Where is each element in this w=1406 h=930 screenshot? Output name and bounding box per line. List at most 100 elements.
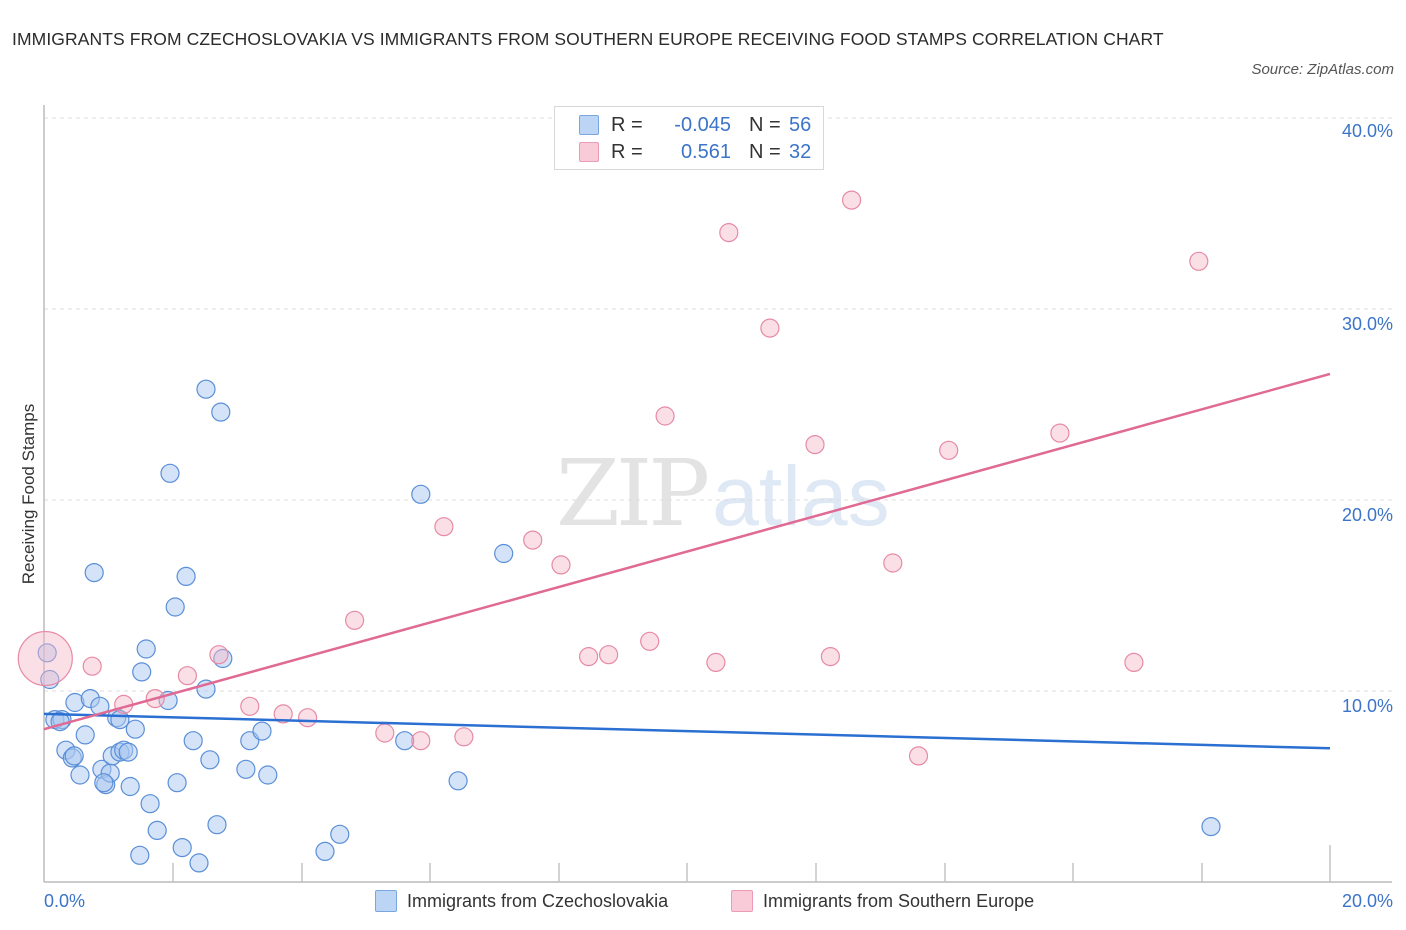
data-point (345, 610, 365, 630)
data-point (165, 597, 185, 617)
data-point (434, 517, 454, 537)
data-point (908, 746, 929, 766)
data-point (82, 656, 102, 676)
data-point (1124, 652, 1144, 673)
data-point (273, 704, 293, 724)
data-point (240, 696, 260, 716)
data-point (578, 646, 599, 667)
data-point (805, 435, 825, 455)
axes (43, 105, 1392, 883)
data-point (160, 463, 180, 483)
bottom-legend-czechoslovakia[interactable]: Immigrants from Czechoslovakia (375, 890, 668, 912)
r-value: -0.045 (674, 113, 731, 136)
data-point (200, 750, 220, 770)
data-point (17, 630, 73, 687)
y-tick-40: 40.0% (1341, 121, 1393, 141)
czechoslovakia-trend-line (43, 712, 1331, 750)
data-point (939, 440, 959, 460)
data-point (706, 652, 726, 673)
data-point (1201, 816, 1221, 837)
legend-label: Immigrants from Southern Europe (763, 890, 1035, 911)
blue-swatch-icon (375, 890, 397, 912)
data-point (75, 725, 95, 745)
data-point (120, 776, 140, 797)
data-point (189, 853, 209, 873)
data-point (177, 666, 197, 686)
x-tick-20: 20.0% (1341, 891, 1393, 911)
data-point (172, 837, 192, 858)
data-point (183, 731, 203, 751)
legend-row-czechoslovakia: R = -0.045 N = 56 (579, 113, 811, 137)
data-point (820, 646, 841, 667)
r-value: 0.561 (680, 140, 731, 163)
data-point (551, 555, 571, 575)
data-point (411, 731, 431, 751)
bottom-legend-southern-europe[interactable]: Immigrants from Southern Europe (731, 890, 1034, 912)
n-label: N = (749, 113, 781, 136)
southern-europe-trend-line (43, 372, 1331, 731)
n-value: 56 (789, 113, 812, 136)
data-point (196, 379, 216, 399)
data-point (719, 223, 739, 243)
data-point (298, 708, 318, 728)
data-point (118, 742, 138, 762)
data-point (84, 562, 104, 583)
data-point (655, 406, 675, 426)
pink-swatch-icon (731, 890, 753, 912)
stats-legend: R = -0.045 N = 56 R = 0.561 N = 32 (554, 106, 824, 170)
data-point (176, 566, 196, 587)
data-point (209, 645, 229, 665)
data-point (494, 543, 514, 564)
data-point (375, 723, 395, 743)
r-label: R = (611, 140, 643, 163)
data-point (132, 662, 152, 682)
data-point (64, 746, 84, 766)
legend-row-southern-europe: R = 0.561 N = 32 (579, 140, 811, 164)
data-point (330, 824, 350, 844)
data-point (315, 841, 335, 862)
data-point (207, 815, 227, 835)
series-czechoslovakia-points (37, 379, 1221, 873)
r-label: R = (611, 113, 643, 136)
y-tick-30: 30.0% (1341, 314, 1393, 334)
y-tick-10: 10.0% (1341, 696, 1393, 716)
data-point (211, 402, 231, 422)
series-southern-europe-points (17, 190, 1209, 766)
data-point (125, 719, 145, 739)
data-point (598, 645, 619, 665)
data-point (1189, 251, 1209, 271)
data-point (760, 318, 780, 338)
blue-swatch-icon (579, 115, 599, 135)
gridlines (44, 117, 1392, 692)
pink-swatch-icon (579, 142, 599, 162)
data-point (94, 773, 114, 793)
n-label: N = (749, 140, 781, 163)
data-point (883, 553, 903, 573)
data-point (136, 639, 156, 659)
data-point (640, 631, 660, 651)
data-point (448, 771, 468, 791)
x-tick-0: 0.0% (44, 891, 86, 911)
data-point (130, 845, 150, 865)
n-value: 32 (789, 140, 812, 163)
data-point (258, 765, 278, 785)
data-point (1050, 423, 1070, 443)
y-tick-20: 20.0% (1341, 505, 1393, 525)
data-point (395, 731, 415, 751)
data-point (167, 773, 187, 793)
data-point (411, 484, 431, 504)
chart-title: IMMIGRANTS FROM CZECHOSLOVAKIA VS IMMIGR… (12, 29, 1164, 49)
data-point (147, 820, 167, 841)
data-point (236, 759, 256, 779)
y-axis-label: Receiving Food Stamps (19, 403, 38, 585)
data-point (523, 530, 543, 550)
data-point (252, 721, 272, 741)
data-point (140, 794, 160, 814)
source-label: Source: ZipAtlas.com (1251, 61, 1394, 78)
x-ticks (172, 845, 1331, 882)
data-point (454, 727, 474, 747)
data-point (841, 190, 862, 210)
legend-label: Immigrants from Czechoslovakia (407, 890, 669, 911)
data-point (70, 765, 90, 785)
